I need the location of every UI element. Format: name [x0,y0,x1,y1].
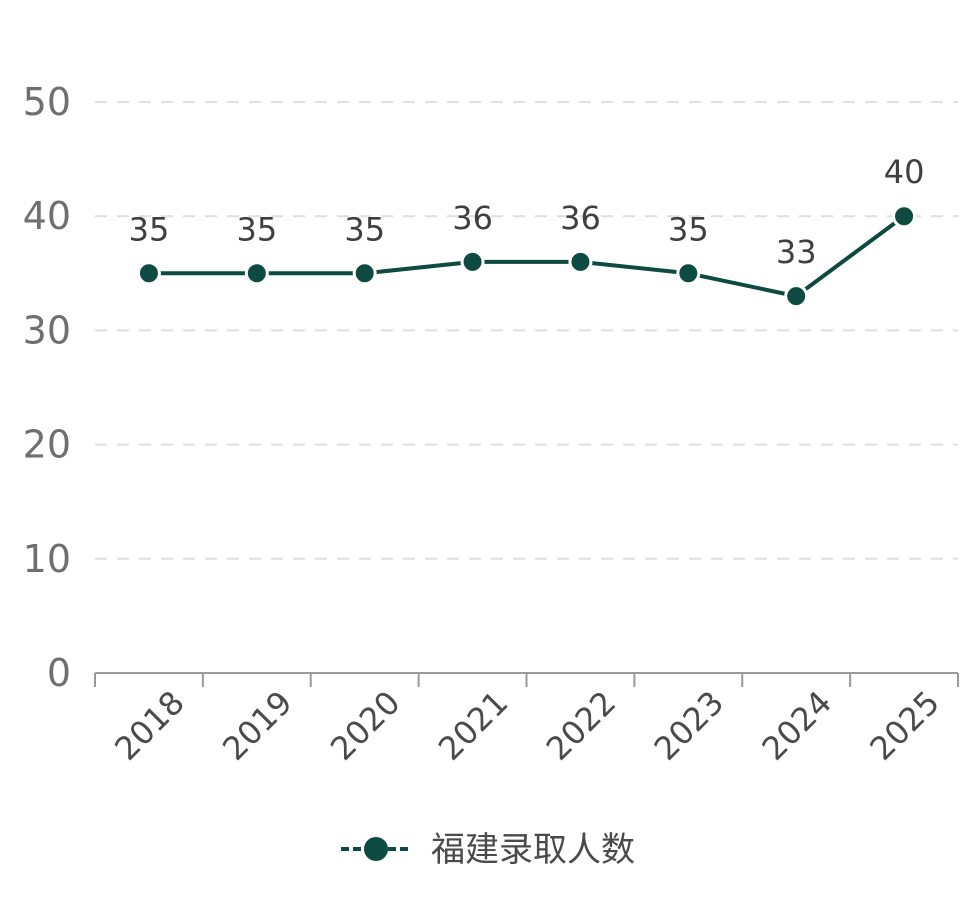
data-point-2021[interactable] [460,249,485,274]
y-tick-label-20: 20 [23,423,71,467]
x-tick-label-2023: 2023 [647,683,731,767]
x-tick-label-2018: 2018 [107,683,191,767]
legend-label: 福建录取人数 [431,830,635,870]
y-axis-tick-labels: 0 10 20 30 40 50 [23,80,71,695]
y-tick-label-30: 30 [23,308,71,352]
x-tick-label-2020: 2020 [323,683,407,767]
data-label-2022: 36 [560,199,601,237]
y-tick-label-50: 50 [23,80,71,124]
data-label-2021: 36 [452,199,493,237]
series-line-福建录取人数 [146,214,907,299]
data-labels: 35 35 35 36 36 35 33 40 [129,153,925,271]
legend-marker [364,837,388,861]
data-point-2025[interactable] [892,204,917,229]
x-tick-label-2021: 2021 [431,683,515,767]
data-label-2025: 40 [884,153,925,191]
data-point-2019[interactable] [244,261,269,286]
data-label-2024: 33 [776,233,817,271]
x-axis [94,672,959,687]
data-label-2020: 35 [344,210,385,248]
y-tick-label-10: 10 [23,537,71,581]
data-label-2023: 35 [668,210,709,248]
data-point-2020[interactable] [352,261,377,286]
x-tick-label-2019: 2019 [215,683,299,767]
legend[interactable]: 福建录取人数 [341,830,635,870]
x-tick-label-2025: 2025 [862,683,946,767]
y-tick-label-0: 0 [47,651,71,695]
data-label-2019: 35 [236,210,277,248]
y-tick-label-40: 40 [23,194,71,238]
x-tick-label-2024: 2024 [755,683,839,767]
data-point-2023[interactable] [676,261,701,286]
data-point-2018[interactable] [136,261,161,286]
data-point-2024[interactable] [784,284,809,309]
data-label-2018: 35 [129,210,170,248]
grid-lines [95,101,958,560]
x-tick-label-2022: 2022 [539,683,623,767]
data-point-2022[interactable] [568,249,593,274]
x-axis-tick-labels: 2018 2019 2020 2021 2022 2023 2024 2025 [107,683,947,767]
series-group [136,204,917,309]
